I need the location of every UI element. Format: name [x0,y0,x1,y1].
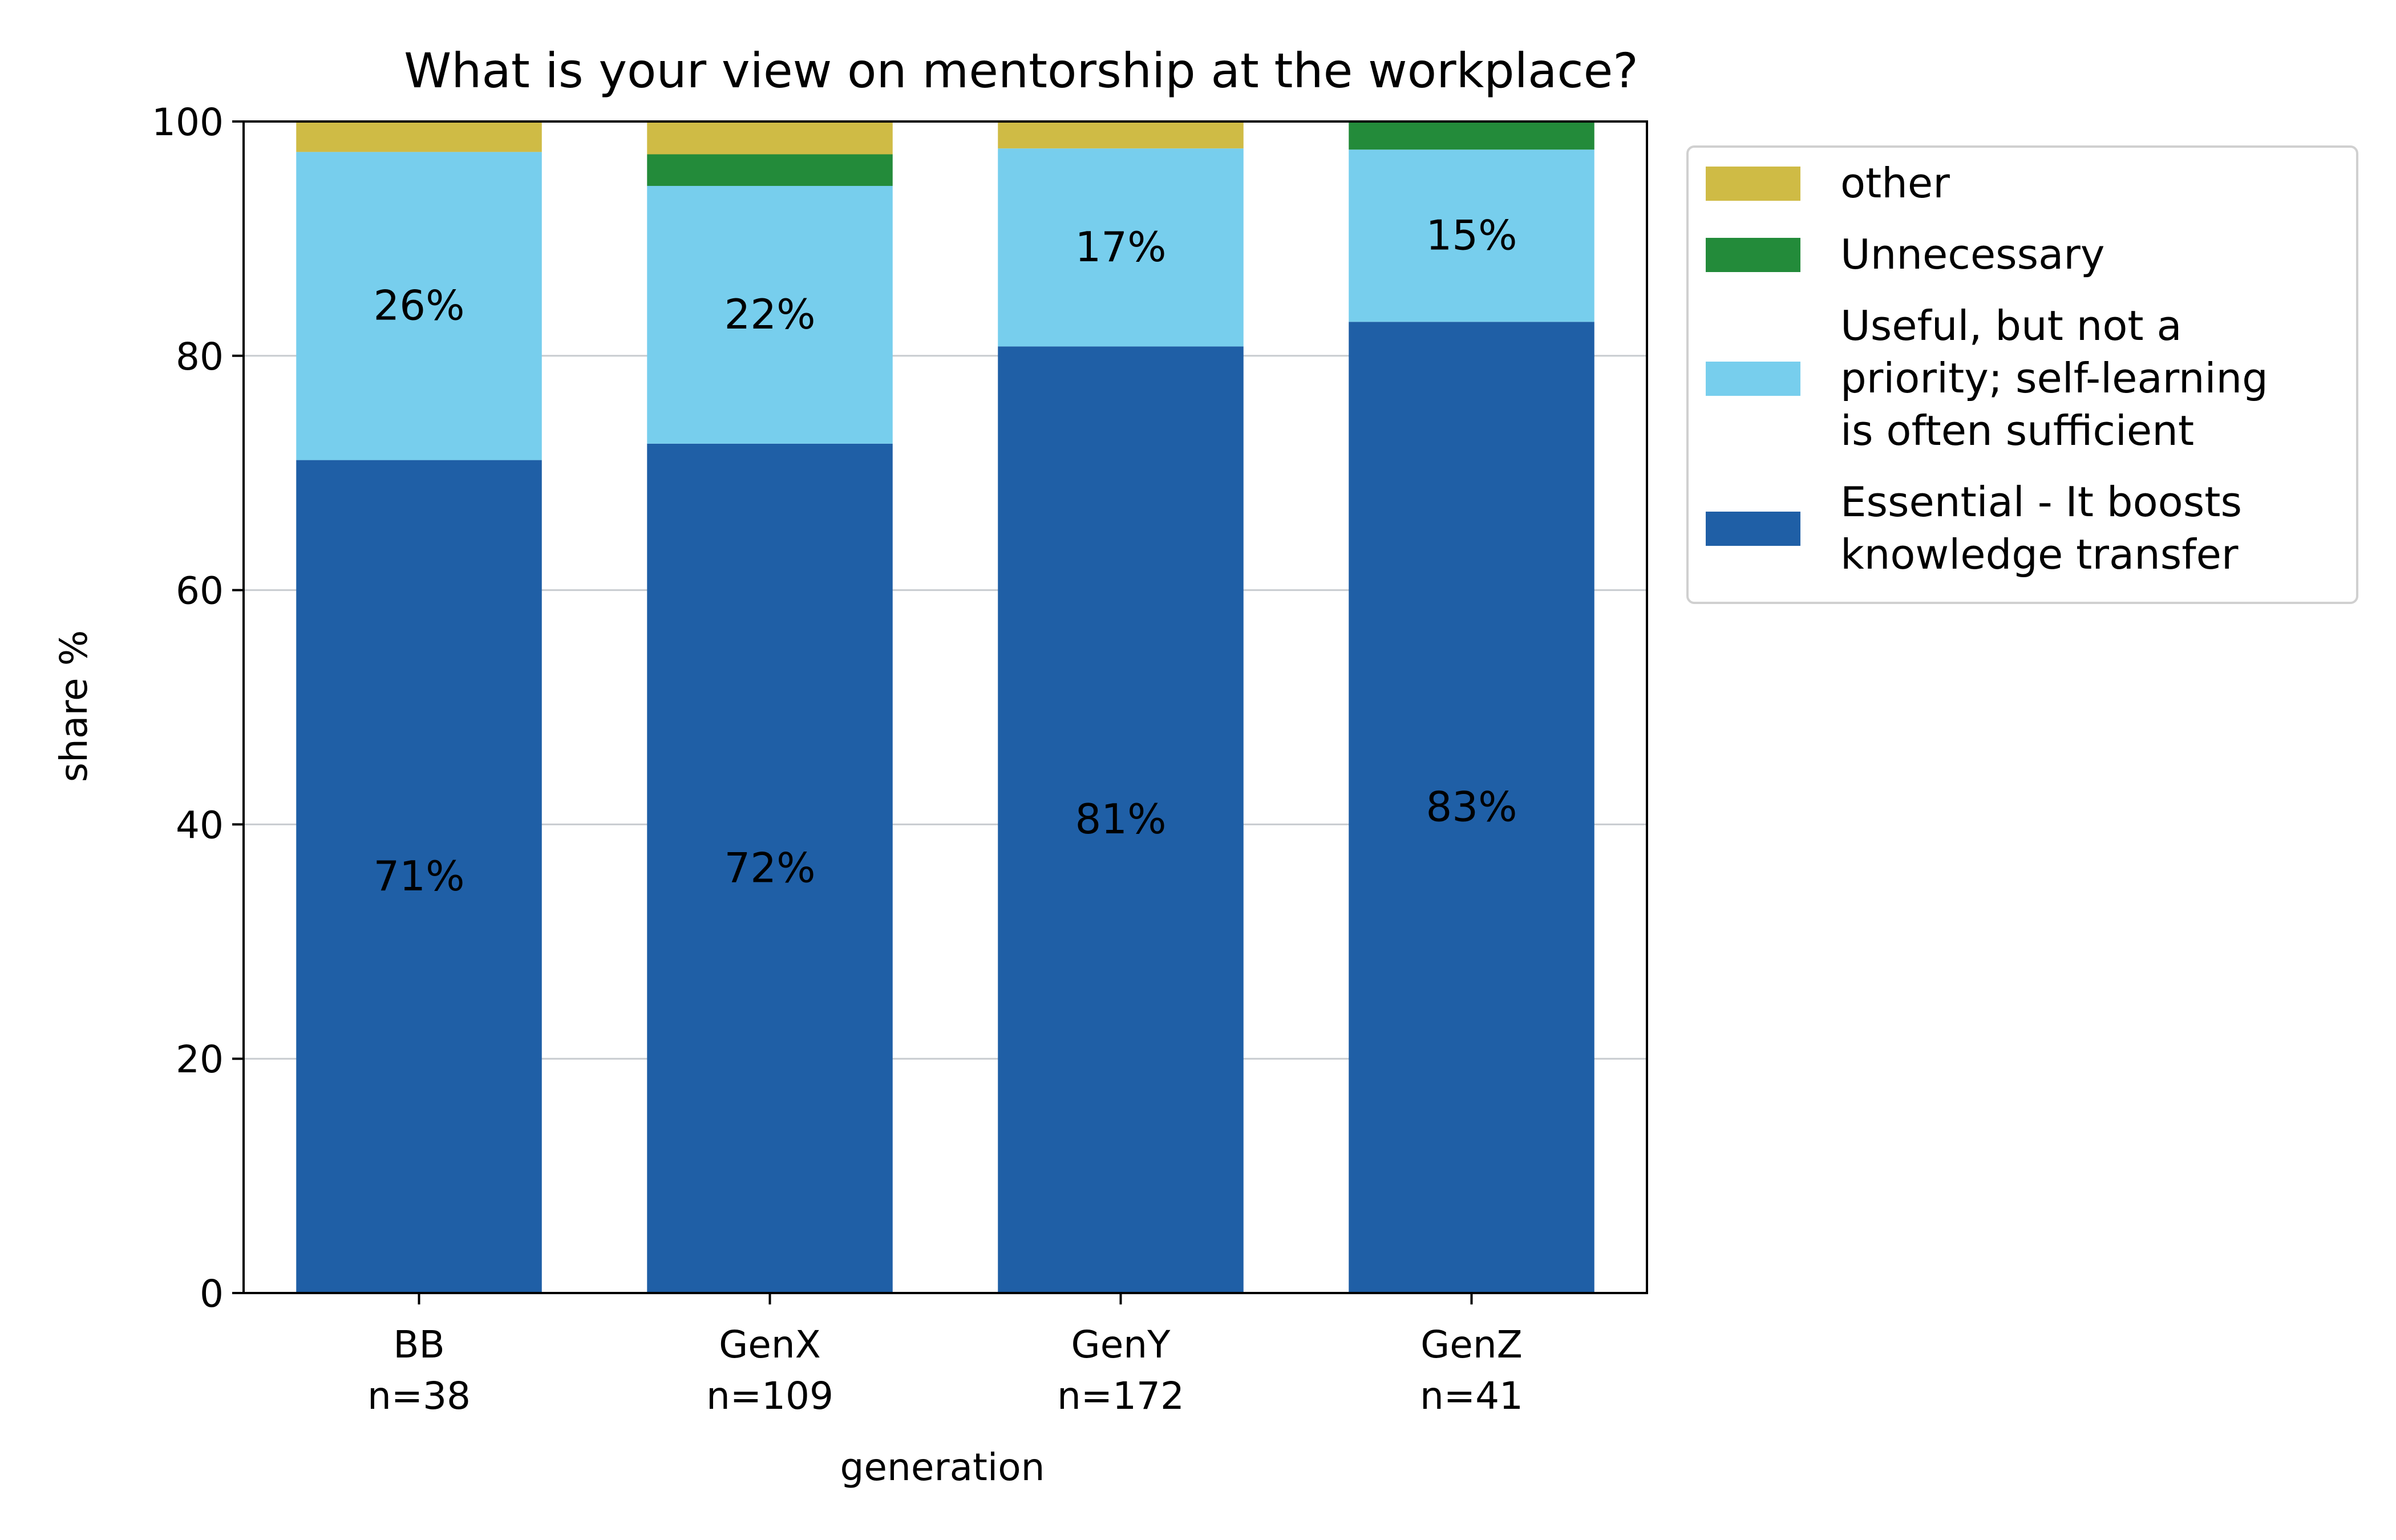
y-tick-label: 80 [176,335,224,379]
bar-segment [647,121,893,155]
bar-segment [998,148,1244,347]
bar-segment [296,460,542,1294]
legend-label: Unnecessary [1840,230,2105,278]
chart-title: What is your view on mentorship at the w… [404,43,1638,99]
legend-label: knowledge transfer [1840,530,2239,578]
x-tick-sample-size: n=38 [367,1374,471,1418]
bar-value-label: 71% [373,852,464,900]
legend-swatch [1706,512,1800,546]
legend: other Unnecessary Useful, but not apriorit… [1686,145,2358,604]
bar-segment [998,121,1244,149]
bar-value-label: 22% [724,290,815,338]
y-axis-label: share % [52,630,96,783]
y-axis: 0 20 40 60 80 100 [152,100,244,1316]
bar-segment [296,121,542,152]
legend-label: is often sufficient [1840,407,2194,455]
y-tick-label: 0 [200,1272,224,1316]
y-tick-label: 40 [176,803,224,847]
bar-value-label: 83% [1426,783,1517,831]
x-tick-label: GenZ [1420,1323,1523,1367]
bar-value-label: 81% [1075,795,1166,843]
bar-segment [647,185,893,444]
bar-segment [1349,121,1594,150]
x-axis-label: generation [840,1445,1045,1489]
bar-value-label: 26% [373,282,464,330]
legend-swatch [1706,238,1800,272]
legend-label: other [1840,159,1950,207]
bar-segment [998,346,1244,1294]
y-tick-label: 100 [152,100,224,144]
x-tick-sample-size: n=41 [1420,1374,1523,1418]
x-tick-label: GenX [719,1323,821,1367]
legend-label: Useful, but not a [1840,302,2182,350]
bar-segment [647,443,893,1293]
y-tick-label: 60 [176,569,224,613]
bar-value-label: 15% [1426,211,1517,259]
x-tick-label: BB [393,1323,445,1367]
bar-value-label: 17% [1075,223,1166,271]
bar-segment [1349,149,1594,322]
y-tick-label: 20 [176,1038,224,1081]
bar-segment [1349,322,1594,1293]
bar-value-label: 72% [724,844,815,891]
x-axis: BB n=38 GenX n=109 GenY n=172 GenZ n=41 [367,1293,1523,1418]
legend-box [1686,145,2358,604]
legend-label: Essential - It boosts [1840,478,2242,526]
plot-frame [242,120,1648,1294]
x-tick-sample-size: n=172 [1057,1374,1184,1418]
bar-segment [296,152,542,460]
bars [296,121,1594,1294]
bar-segment [647,154,893,186]
x-tick-sample-size: n=109 [706,1374,833,1418]
x-tick-label: GenY [1071,1323,1171,1367]
bar-value-labels: 71% 26% 72% 22% 81% 17% 83% 15% [373,211,1517,900]
legend-swatch [1706,362,1800,396]
legend-label: priority; self-learning [1840,354,2268,402]
legend-swatch [1706,167,1800,201]
